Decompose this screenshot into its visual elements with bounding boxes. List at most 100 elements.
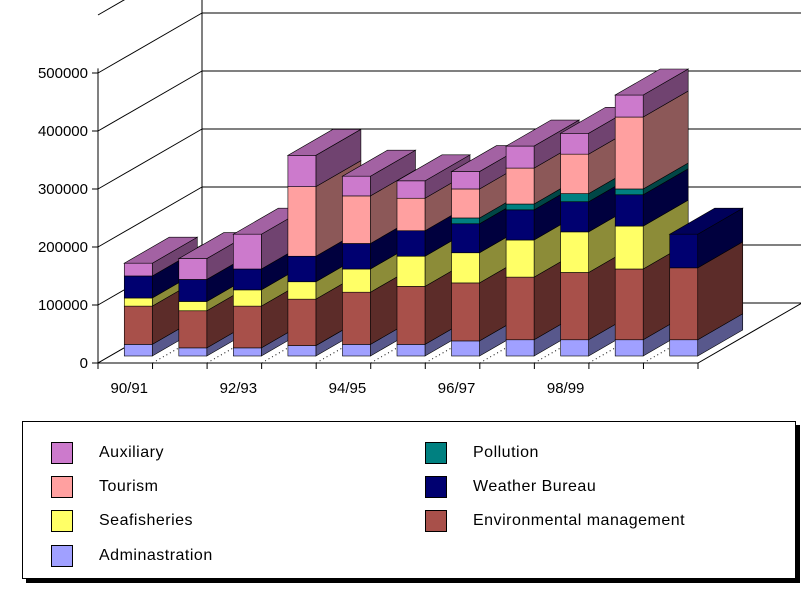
bar-segment [287,255,317,283]
bar-top [395,154,472,182]
gridline-diagonal [97,128,203,190]
legend-item-tourism: Tourism [51,474,159,500]
bar-segment [451,217,480,225]
bar-segment [505,239,535,278]
bar-segment [396,344,426,357]
bar-segment [233,289,262,307]
x-tick-label: 92/93 [220,380,258,397]
legend-label: Adminastration [99,547,213,564]
y-tick-label: 0 [80,355,88,372]
y-tick-label: 500000 [38,65,88,82]
legend-swatch [51,442,73,464]
bar-top [341,149,417,177]
bar-segment [614,225,644,270]
legend-item-weather-bureau: Weather Bureau [425,474,596,500]
bar-segment [614,94,644,118]
gridline-diagonal [97,12,203,74]
legend-label: Tourism [99,478,159,495]
bar-segment [178,310,208,349]
bar-segment [178,347,208,357]
bar-segment [233,347,262,357]
bar-segment [287,186,317,257]
bar-segment [669,267,699,341]
y-tick-label: 200000 [38,239,88,256]
bar-top [123,236,199,264]
legend-item-pollution: Pollution [425,440,539,466]
bar-segment [560,339,589,357]
bar-segment [614,188,644,196]
legend-swatch [425,442,447,464]
legend-swatch [425,510,447,532]
legend-label: Environmental management [473,512,686,529]
legend-label: Pollution [473,444,539,461]
legend-swatch [51,545,73,567]
gridline-diagonal [97,186,203,248]
legend-item-seafisheries: Seafisheries [51,508,193,534]
bar-segment [396,230,426,257]
legend-swatch [51,510,73,532]
legend-label: Auxiliary [99,444,164,461]
legend-swatch [425,476,447,498]
bar-segment [505,167,535,205]
bar-segment [342,243,371,270]
bar-segment [669,233,699,269]
bar-segment [396,255,426,287]
bar-segment [287,345,317,357]
legend-label: Seafisheries [99,512,194,529]
gridline-diagonal [97,70,203,132]
legend-item-adminastration: Adminastration [51,543,213,569]
bar-segment [614,339,644,357]
y-tick-label: 400000 [38,123,88,140]
stacked-bar-chart-3d: 0 100000 200000 300000 400000 500000 90/91 92/9… [38,0,801,397]
bar-segment [560,272,589,341]
bar-segment [342,268,371,293]
x-tick-label: 94/95 [329,380,367,397]
bar-segment [287,155,317,187]
bar-segment [505,145,535,169]
bar-segment [287,281,317,300]
bar-segment [342,344,371,357]
y-tick-label: 100000 [38,297,88,314]
gridline-diagonal [97,0,126,16]
y-tick-label: 300000 [38,181,88,198]
bar-segment [123,344,153,357]
bar-segment [233,268,262,291]
bar-segment [123,275,153,299]
legend-label: Weather Bureau [473,478,597,495]
legend-item-environmental-management: Environmental management [425,508,685,534]
bar-segment [560,132,589,155]
bar-segment [342,195,371,244]
bar-segment [287,298,317,346]
legend: Auxiliary Tourism Seafisheries Adminastr… [22,421,796,579]
bar-segment [669,339,699,357]
bar-segment [123,262,153,277]
bar-segment [614,116,644,190]
bar-segment [123,297,153,307]
bar-top [668,207,744,235]
bar-segment [123,305,153,345]
bar-segment [342,175,371,197]
bar-segment [178,258,208,280]
bar-segment [614,194,644,227]
bar-segment [505,203,535,211]
bar-segment [233,233,262,270]
bar-segment [505,339,535,357]
bar-segment [342,291,371,345]
x-tick-label: 98/99 [547,380,585,397]
bar-segment [451,188,480,219]
bar-segment [451,252,480,284]
bar-segment [560,231,589,273]
bar-segment [560,153,589,194]
bar-top [286,129,363,156]
bar-segment [614,268,644,341]
bar-segment [396,180,426,199]
bar-segment [451,340,480,357]
bar-segment [451,282,480,342]
bar-segment [178,279,208,302]
legend-swatch [51,476,73,498]
bar-segment [505,276,535,341]
bar-segment [233,305,262,349]
bar-segment [505,209,535,241]
legend-item-auxiliary: Auxiliary [51,440,164,466]
bar-segment [560,193,589,203]
